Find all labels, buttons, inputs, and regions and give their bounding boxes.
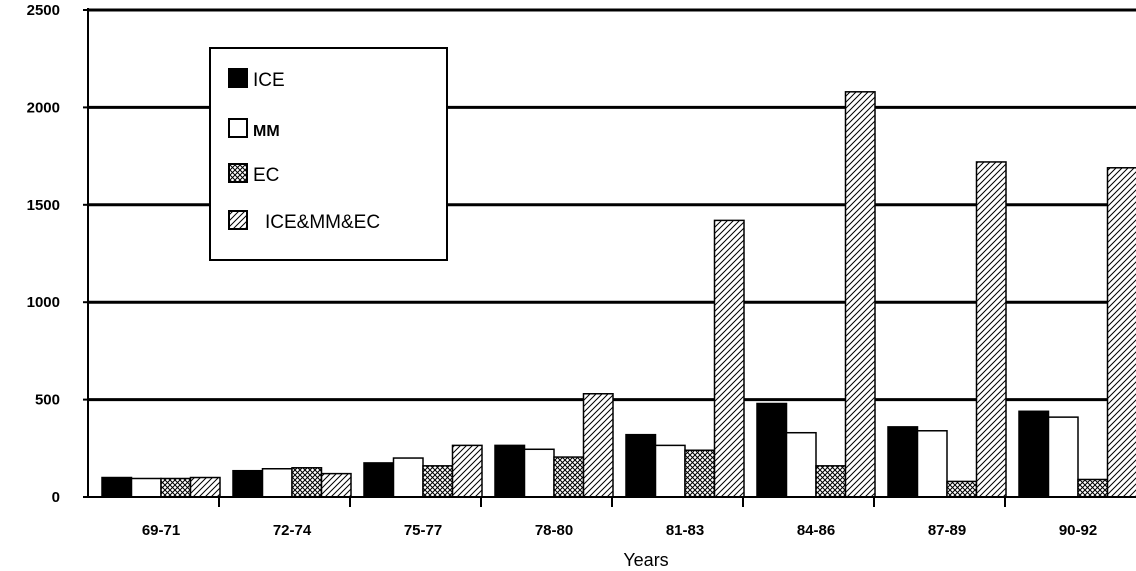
x-tick-label: 75-77 xyxy=(404,522,442,539)
y-tick-label: 1500 xyxy=(27,197,60,214)
legend: ICE MM EC ICE&MM&EC xyxy=(209,47,448,261)
legend-label: MM xyxy=(253,123,280,140)
bar-ice-mm-ec-90-92 xyxy=(1106,167,1136,498)
y-tick-labels: 0 500 1000 1500 2000 2500 xyxy=(27,2,88,506)
x-tick-label: 90-92 xyxy=(1059,522,1097,539)
bar-ice-87-89 xyxy=(887,426,919,498)
y-tick-label: 500 xyxy=(35,392,60,409)
legend-label: ICE xyxy=(253,70,285,91)
bar-ice-mm-ec-81-83 xyxy=(713,219,745,498)
legend-swatch-mm xyxy=(228,118,248,138)
bars xyxy=(101,91,1136,498)
y-tick-label: 1000 xyxy=(27,294,60,311)
bar-ice-mm-ec-75-77 xyxy=(451,444,483,498)
x-tick-label: 81-83 xyxy=(666,522,704,539)
bar-ice-90-92 xyxy=(1018,410,1050,498)
x-tick-label: 87-89 xyxy=(928,522,966,539)
legend-label: EC xyxy=(253,165,279,186)
legend-swatch-ice xyxy=(228,68,248,88)
legend-label: ICE&MM&EC xyxy=(265,212,380,233)
bar-ec-87-89 xyxy=(946,480,978,498)
bar-mm-72-74 xyxy=(261,468,293,498)
bar-ec-75-77 xyxy=(422,465,454,498)
bar-mm-87-89 xyxy=(916,430,948,498)
legend-swatch-ice-mm-ec xyxy=(228,210,248,230)
y-tick-label: 0 xyxy=(52,489,60,506)
bar-ice-78-80 xyxy=(494,444,526,498)
bar-ice-81-83 xyxy=(625,433,657,498)
bar-ice-mm-ec-87-89 xyxy=(975,161,1007,498)
bar-ec-84-86 xyxy=(815,465,847,498)
bar-ec-69-71 xyxy=(160,477,192,498)
bar-mm-75-77 xyxy=(392,457,424,498)
bar-ice-mm-ec-78-80 xyxy=(582,393,614,498)
bar-ice-69-71 xyxy=(101,476,133,498)
bar-ice-mm-ec-69-71 xyxy=(189,476,221,498)
bar-ec-90-92 xyxy=(1077,478,1109,498)
x-tick-labels: 69-71 72-74 75-77 78-80 81-83 84-86 87-89 90-92 xyxy=(142,497,1097,539)
bar-ec-81-83 xyxy=(684,449,716,498)
bar-ice-75-77 xyxy=(363,462,395,498)
x-tick-label: 84-86 xyxy=(797,522,835,539)
y-tick-label: 2000 xyxy=(27,99,60,116)
bar-ice-72-74 xyxy=(232,469,264,498)
bar-mm-78-80 xyxy=(523,448,555,498)
bar-mm-81-83 xyxy=(654,444,686,498)
bar-ice-84-86 xyxy=(756,402,788,498)
bar-mm-84-86 xyxy=(785,431,817,498)
axes xyxy=(83,8,1136,498)
y-tick-label: 2500 xyxy=(27,2,60,19)
bar-ice-mm-ec-72-74 xyxy=(320,472,352,498)
x-tick-label: 69-71 xyxy=(142,522,180,539)
bar-ec-72-74 xyxy=(291,467,323,498)
bar-mm-90-92 xyxy=(1047,416,1079,498)
x-tick-label: 72-74 xyxy=(273,522,312,539)
bar-mm-69-71 xyxy=(130,477,162,498)
legend-swatch-ec xyxy=(228,163,248,183)
bar-ice-mm-ec-84-86 xyxy=(844,91,876,498)
x-axis-title: Years xyxy=(623,550,668,570)
x-tick-label: 78-80 xyxy=(535,522,573,539)
legend-box xyxy=(209,47,448,261)
bar-ec-78-80 xyxy=(553,456,585,498)
